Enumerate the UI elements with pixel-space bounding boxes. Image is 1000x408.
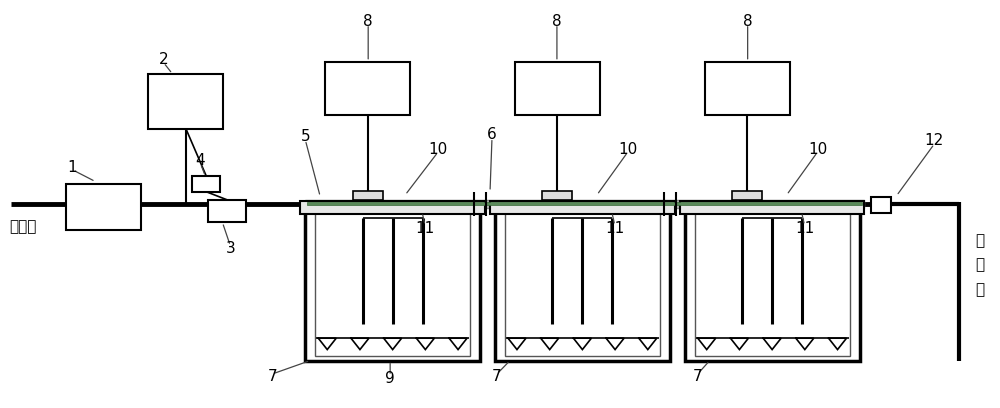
Bar bbox=[353, 191, 383, 200]
Text: 8: 8 bbox=[363, 13, 373, 29]
Text: 11: 11 bbox=[605, 221, 624, 236]
Bar bbox=[208, 200, 246, 222]
Text: 3: 3 bbox=[226, 241, 235, 256]
Bar bbox=[871, 197, 891, 213]
Text: 4: 4 bbox=[196, 153, 205, 168]
Bar bbox=[542, 191, 572, 200]
Bar bbox=[307, 202, 862, 205]
Text: 5: 5 bbox=[300, 129, 310, 144]
Bar bbox=[315, 208, 470, 357]
Text: 11: 11 bbox=[795, 221, 814, 236]
Bar bbox=[300, 201, 485, 214]
Bar bbox=[305, 204, 480, 361]
Text: 1: 1 bbox=[68, 160, 77, 175]
Bar bbox=[148, 74, 223, 129]
Bar bbox=[305, 200, 864, 208]
Text: 11: 11 bbox=[415, 221, 435, 236]
Bar bbox=[66, 184, 140, 231]
Text: 7: 7 bbox=[268, 369, 277, 384]
Text: 10: 10 bbox=[618, 142, 637, 157]
Bar bbox=[495, 204, 670, 361]
Bar bbox=[325, 62, 410, 115]
Bar bbox=[490, 201, 675, 214]
Text: 10: 10 bbox=[428, 142, 448, 157]
Text: 12: 12 bbox=[925, 133, 944, 149]
Bar bbox=[685, 204, 860, 361]
Text: 进水端: 进水端 bbox=[9, 219, 36, 234]
Text: 2: 2 bbox=[159, 52, 168, 67]
Bar bbox=[192, 176, 220, 192]
Text: 6: 6 bbox=[487, 127, 497, 142]
Text: 7: 7 bbox=[492, 369, 502, 384]
Bar bbox=[695, 208, 850, 357]
Text: 8: 8 bbox=[552, 13, 562, 29]
Bar bbox=[515, 62, 600, 115]
Text: 8: 8 bbox=[743, 13, 752, 29]
Bar bbox=[505, 208, 660, 357]
Text: 9: 9 bbox=[385, 371, 395, 386]
Text: 7: 7 bbox=[693, 369, 703, 384]
Text: 10: 10 bbox=[808, 142, 827, 157]
Bar bbox=[732, 191, 762, 200]
Text: 出
水
端: 出 水 端 bbox=[975, 233, 984, 297]
Bar bbox=[680, 201, 864, 214]
Bar bbox=[705, 62, 790, 115]
